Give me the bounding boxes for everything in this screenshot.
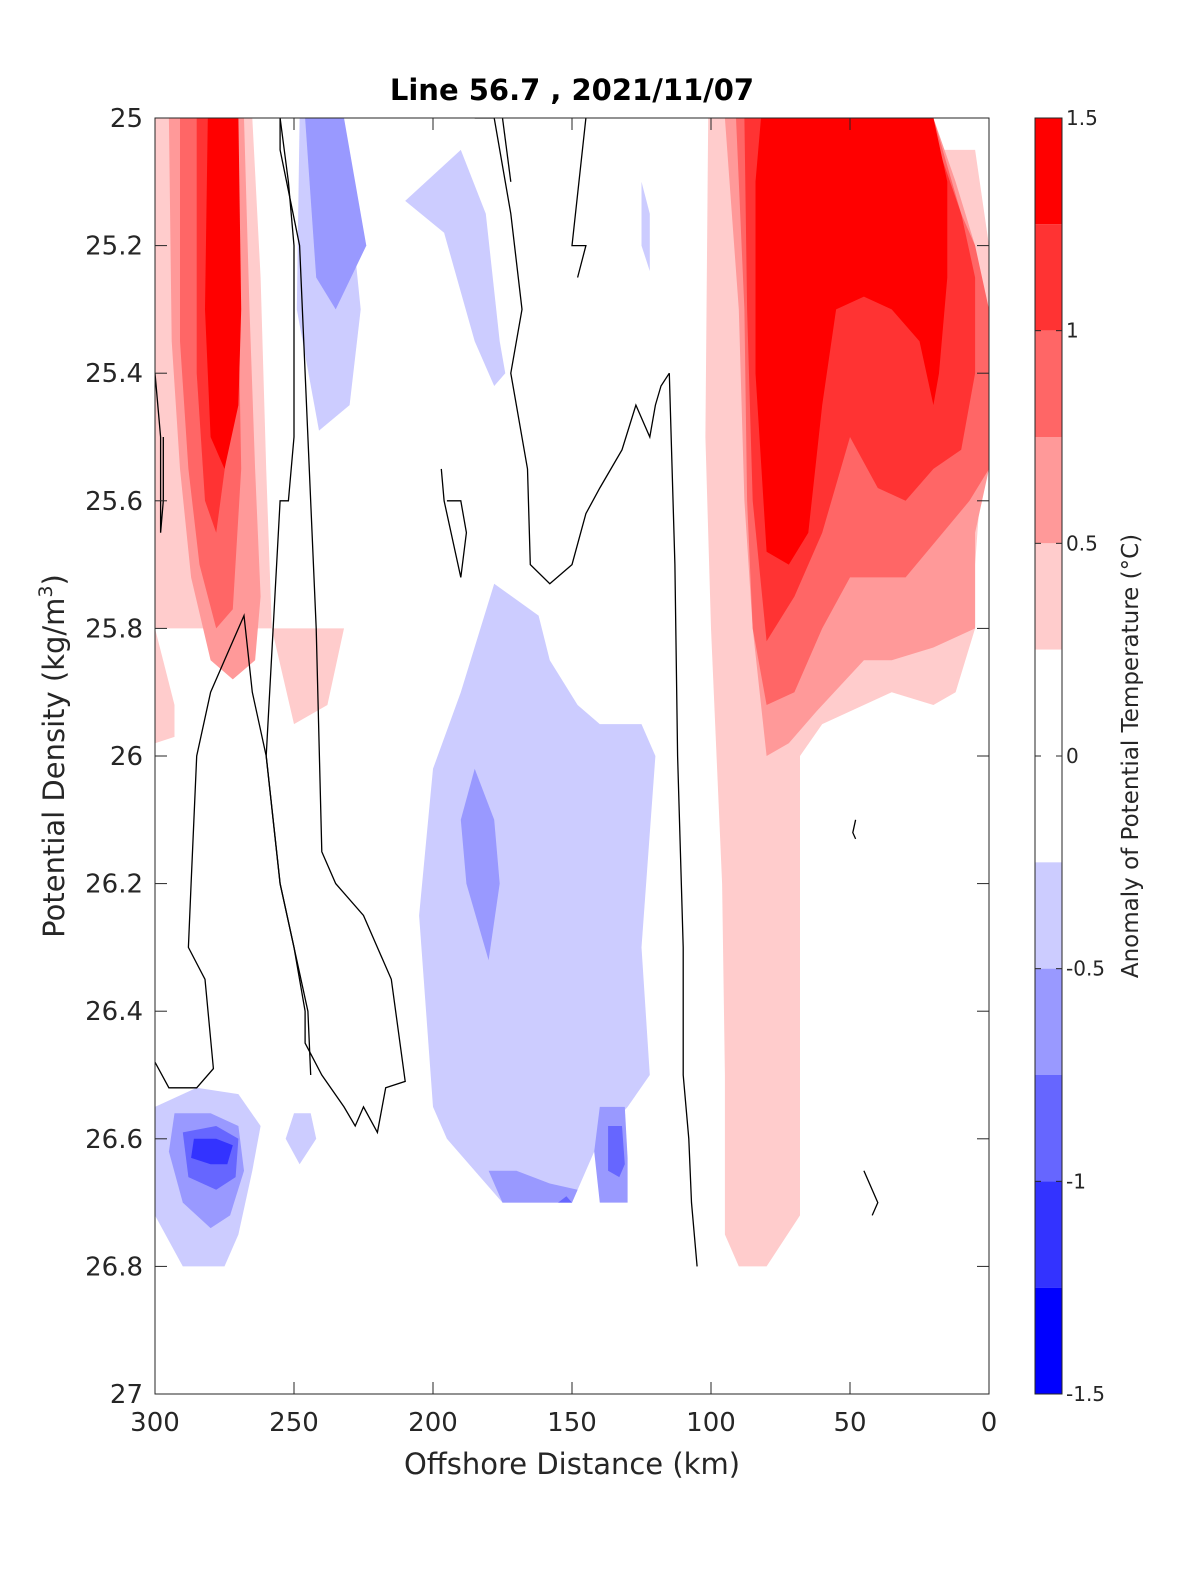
zero-contour-line-9 [852,819,857,840]
colorbar-swatch-1 [1035,118,1062,225]
contour-region-10 [641,181,650,272]
colorbar-tick-label: 1 [1066,319,1079,343]
y-axis-label-exponent: 3 [35,585,57,597]
colorbar-tick-label: 0 [1066,744,1079,768]
y-axis-label: Potential Density (kg/m3) [35,574,71,938]
contour-region-6 [205,118,242,469]
y-tick-label: 26.8 [85,1252,143,1282]
x-tick-label: 0 [981,1408,998,1438]
x-axis-label: Offshore Distance (km) [404,1447,740,1481]
colorbar-swatch-3 [1035,330,1062,437]
zero-contour-line-5 [474,118,670,585]
colorbar-swatch-7 [1035,862,1062,969]
contour-region-21 [558,1196,572,1203]
zero-contour-line-6 [571,118,587,278]
contour-region-15 [755,118,948,565]
y-tick-label: 26.2 [85,870,143,900]
y-tick-label: 27 [110,1380,143,1410]
zero-contour-line-8 [501,118,512,182]
contour-region-26 [285,1113,317,1165]
contour-region-9 [305,118,367,310]
zero-contour-line-7 [668,373,698,1267]
zero-contour-line-10 [863,1170,879,1216]
x-axis: 300 250 200 150 100 50 0 [130,118,997,1438]
contour-region-8 [405,149,506,386]
colorbar-tick-label: 0.5 [1066,531,1098,555]
colorbar-tick-label: -1.5 [1066,1382,1105,1406]
colorbar-swatch-4 [1035,437,1062,544]
colorbar-swatch-11 [1035,1287,1062,1394]
x-tick-label: 50 [833,1408,866,1438]
contour-region-17 [460,768,500,961]
colorbar-swatch-5 [1035,543,1062,650]
colorbar: 1.5 1 0.5 0 -0.5 -1 -1.5 [1034,106,1105,1406]
y-axis-label-tail: ) [37,574,71,585]
x-tick-label: 250 [269,1408,319,1438]
y-tick-label: 25 [110,104,143,134]
colorbar-tick-label: 1.5 [1066,106,1098,130]
contour-fill-layer [155,118,989,1267]
y-axis: 25 25.2 25.4 25.6 25.8 26 26.2 26.4 26.6 26.8 27 [85,104,989,1410]
y-tick-label: 25.4 [85,359,143,389]
y-tick-label: 26.4 [85,997,143,1027]
x-tick-label: 150 [547,1408,597,1438]
colorbar-swatch-2 [1035,224,1062,331]
chart-title: Line 56.7 , 2021/11/07 [390,73,754,107]
x-tick-label: 300 [130,1408,180,1438]
contour-region-18 [488,1170,578,1203]
y-tick-label: 25.8 [85,614,143,644]
zero-contour-layer [155,118,879,1267]
y-tick-label: 25.2 [85,232,143,262]
contour-region-20 [608,1126,625,1178]
zero-contour-line-3 [265,118,312,1076]
y-tick-label: 25.6 [85,487,143,517]
contour-region-2 [155,628,175,744]
y-axis-label-main: Potential Density (kg/m [37,598,71,938]
colorbar-label: Anomaly of Potential Temperature (°C) [1118,534,1144,978]
colorbar-tick-label: -1 [1066,1169,1086,1193]
colorbar-tick-label: -0.5 [1066,957,1105,981]
zero-contour-line-2 [155,118,406,1135]
x-tick-label: 100 [686,1408,736,1438]
plot-area: 300 250 200 150 100 50 0 2525.225.425.625.8262… [85,104,997,1438]
contour-region-16 [419,583,656,1203]
y-tick-label: 26.6 [85,1125,143,1155]
colorbar-swatch-10 [1035,1181,1062,1288]
colorbar-swatch-9 [1035,1075,1062,1182]
y-tick-label: 26 [110,742,143,772]
zero-contour-line-1 [155,373,164,533]
zero-contour-line-4 [440,468,468,578]
x-tick-label: 200 [408,1408,458,1438]
colorbar-swatch-8 [1035,968,1062,1075]
contour-region-25 [191,1138,233,1165]
